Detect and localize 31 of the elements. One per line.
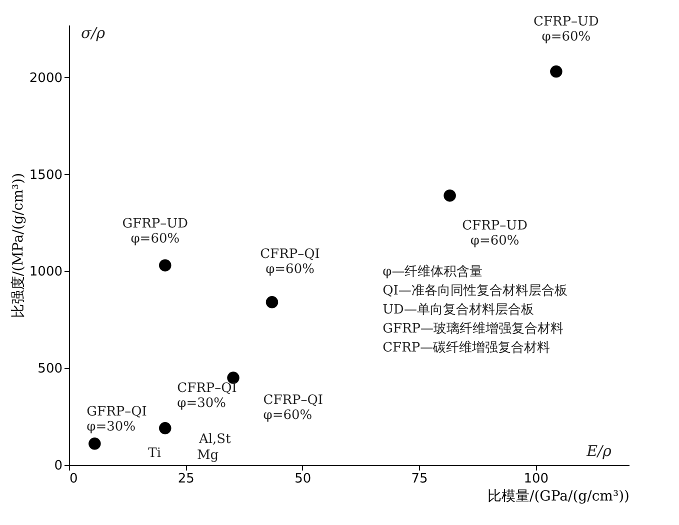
annotation: Al,St — [198, 432, 232, 447]
y-tick-label: 500 — [38, 362, 62, 377]
annotation: CFRP–QI φ=30% — [177, 381, 237, 412]
y-tick-label: 1500 — [29, 168, 62, 183]
point — [266, 296, 278, 308]
annotation: Mg — [197, 448, 219, 463]
point — [159, 422, 172, 434]
annotation: CFRP–UD φ=60% — [462, 218, 528, 249]
point — [88, 438, 101, 450]
annotation: Ti — [148, 446, 161, 461]
annotation: GFRP–QI φ=30% — [86, 404, 147, 435]
point — [550, 65, 562, 78]
annotation: E/ρ — [586, 442, 612, 460]
y-tick-label: 1000 — [29, 264, 62, 280]
y-axis-title: 比强度/(MPa/(g/cm³)) — [10, 172, 26, 318]
point — [159, 259, 172, 272]
x-tick-label: 0 — [70, 472, 78, 486]
annotation: GFRP–UD φ=60% — [122, 216, 188, 246]
point — [444, 189, 456, 202]
x-axis-title: 比模量/(GPa/(g/cm³)) — [487, 488, 630, 504]
x-tick-label: 25 — [178, 472, 194, 486]
annotation: CFRP–QI φ=60% — [260, 247, 320, 278]
x-tick-label: 100 — [524, 472, 549, 486]
y-tick-label: 0 — [54, 458, 62, 474]
annotation: CFRP–UD φ=60% — [534, 14, 599, 45]
x-tick-label: 75 — [411, 472, 428, 486]
annotation: φ—纤维体积含量 QI—准各向同性复合材料层合板 UD—单向复合材料层合板 GFRP—玻璃纤维增强复合材料 CFRP—碳纤维增强复合材料 — [382, 264, 568, 356]
y-tick-label: 2000 — [29, 70, 62, 86]
annotation: CFRP–QI φ=60% — [263, 392, 324, 423]
x-tick-label: 50 — [294, 472, 312, 486]
annotation: σ/ρ — [81, 24, 106, 42]
